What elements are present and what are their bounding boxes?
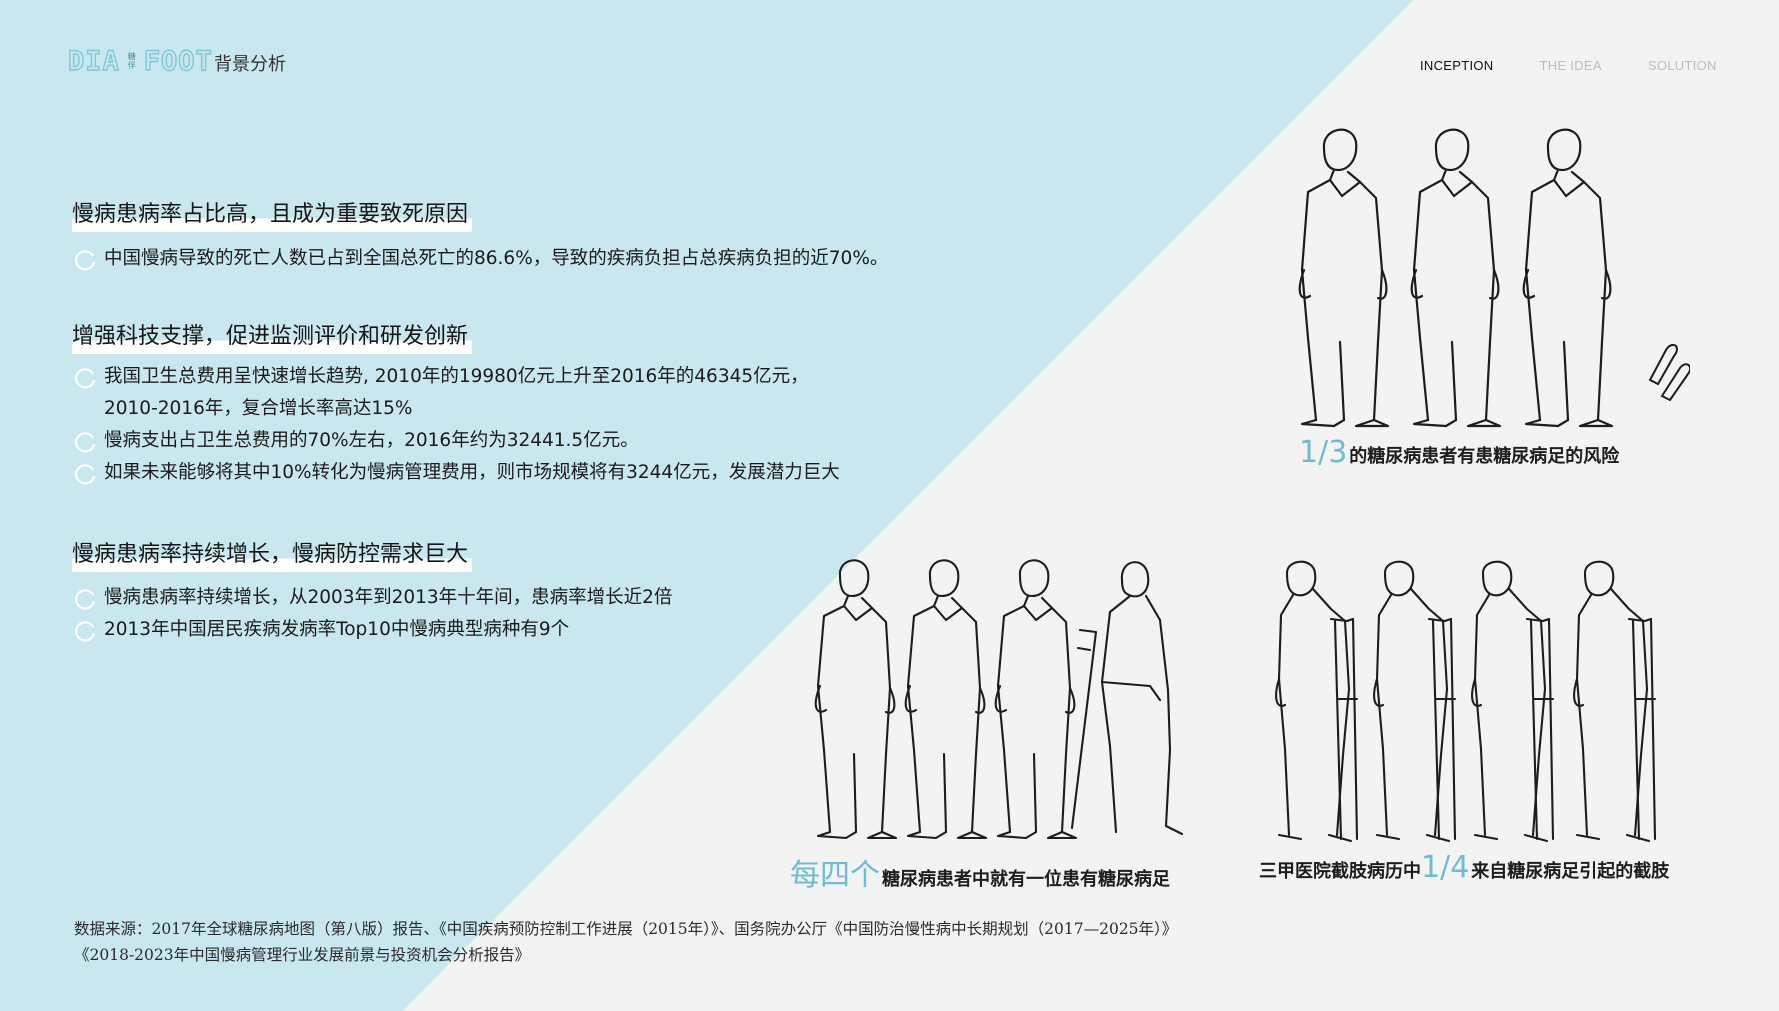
logo-text-left: DIA — [67, 45, 120, 77]
list-item: 2013年中国居民疾病发病率Top10中慢病典型病种有9个 — [74, 614, 672, 646]
caption-middle: 每四个 糖尿病患者中就有一位患有糖尿病足 — [790, 858, 1170, 893]
bullet-circle-icon — [75, 589, 96, 610]
heading-section-1: 慢病患病率占比高，且成为重要致死原因 — [72, 196, 473, 232]
bullet-circle-icon — [75, 368, 96, 389]
illustration-four-men-crutch — [814, 559, 1184, 840]
nav-item-solution[interactable]: SOLUTION — [1647, 58, 1717, 73]
bullet-list-section-2: 我国卫生总费用呈快速增长趋势, 2010年的19980亿元上升至2016年的46… — [74, 361, 840, 489]
nav-item-inception[interactable]: INCEPTION — [1420, 58, 1494, 73]
caption-top: 1/3 的糖尿病患者有患糖尿病足的风险 — [1299, 435, 1620, 470]
illustration-three-men — [1298, 128, 1690, 428]
section-title: 背景分析 — [214, 54, 286, 75]
footnote-report: 《2018-2023年中国慢病管理行业发展前景与投资机会分析报告》 — [74, 946, 531, 964]
caption-top-highlight: 1/3 — [1299, 435, 1348, 470]
list-item: 如果未来能够将其中10%转化为慢病管理费用，则市场规模将有3244亿元，发展潜力… — [74, 457, 840, 489]
list-item: 我国卫生总费用呈快速增长趋势, 2010年的19980亿元上升至2016年的46… — [74, 361, 840, 393]
heading-section-2: 增强科技支撑，促进监测评价和研发创新 — [72, 318, 473, 354]
list-item: 中国慢病导致的死亡人数已占到全国总死亡的86.6%，导致的疾病负担占总疾病负担的… — [74, 243, 888, 275]
bullet-circle-icon — [75, 432, 96, 453]
caption-right-highlight: 1/4 — [1421, 850, 1470, 885]
bullet-circle-icon — [75, 621, 96, 642]
bullet-circle-icon — [75, 464, 96, 485]
logo-text-middle: 糖伴 — [127, 52, 136, 70]
logo-text-right: FOOT — [143, 45, 213, 77]
bullet-circle-icon — [75, 250, 96, 271]
list-item: 慢病支出占卫生总费用的70%左右，2016年约为32441.5亿元。 — [74, 425, 840, 457]
brand-logo[interactable]: DIA 糖伴 FOOT — [67, 45, 213, 77]
crutch — [1070, 628, 1098, 830]
caption-right: 三甲医院截肢病历中1/4 来自糖尿病足引起的截肢 — [1259, 850, 1670, 885]
foot-sketch — [1648, 343, 1690, 402]
list-item: 2010-2016年，复合增长率高达15% — [104, 398, 413, 419]
bullet-list-section-3: 慢病患病率持续增长，从2003年到2013年十年间，患病率增长近2倍 2013年… — [74, 582, 672, 646]
bullet-list-section-1: 中国慢病导致的死亡人数已占到全国总死亡的86.6%，导致的疾病负担占总疾病负担的… — [74, 243, 888, 275]
caption-middle-highlight: 每四个 — [790, 858, 880, 893]
illustration-four-men-crutches — [1275, 560, 1657, 843]
footnote-sources: 数据来源：2017年全球糖尿病地图（第八版）报告、《中国疾病预防控制工作进展（2… — [74, 920, 1178, 938]
nav-item-the-idea[interactable]: THE IDEA — [1539, 58, 1602, 73]
top-nav: INCEPTION THE IDEA SOLUTION — [1420, 58, 1717, 73]
list-item: 慢病患病率持续增长，从2003年到2013年十年间，患病率增长近2倍 — [74, 582, 672, 614]
heading-section-3: 慢病患病率持续增长，慢病防控需求巨大 — [72, 536, 473, 572]
